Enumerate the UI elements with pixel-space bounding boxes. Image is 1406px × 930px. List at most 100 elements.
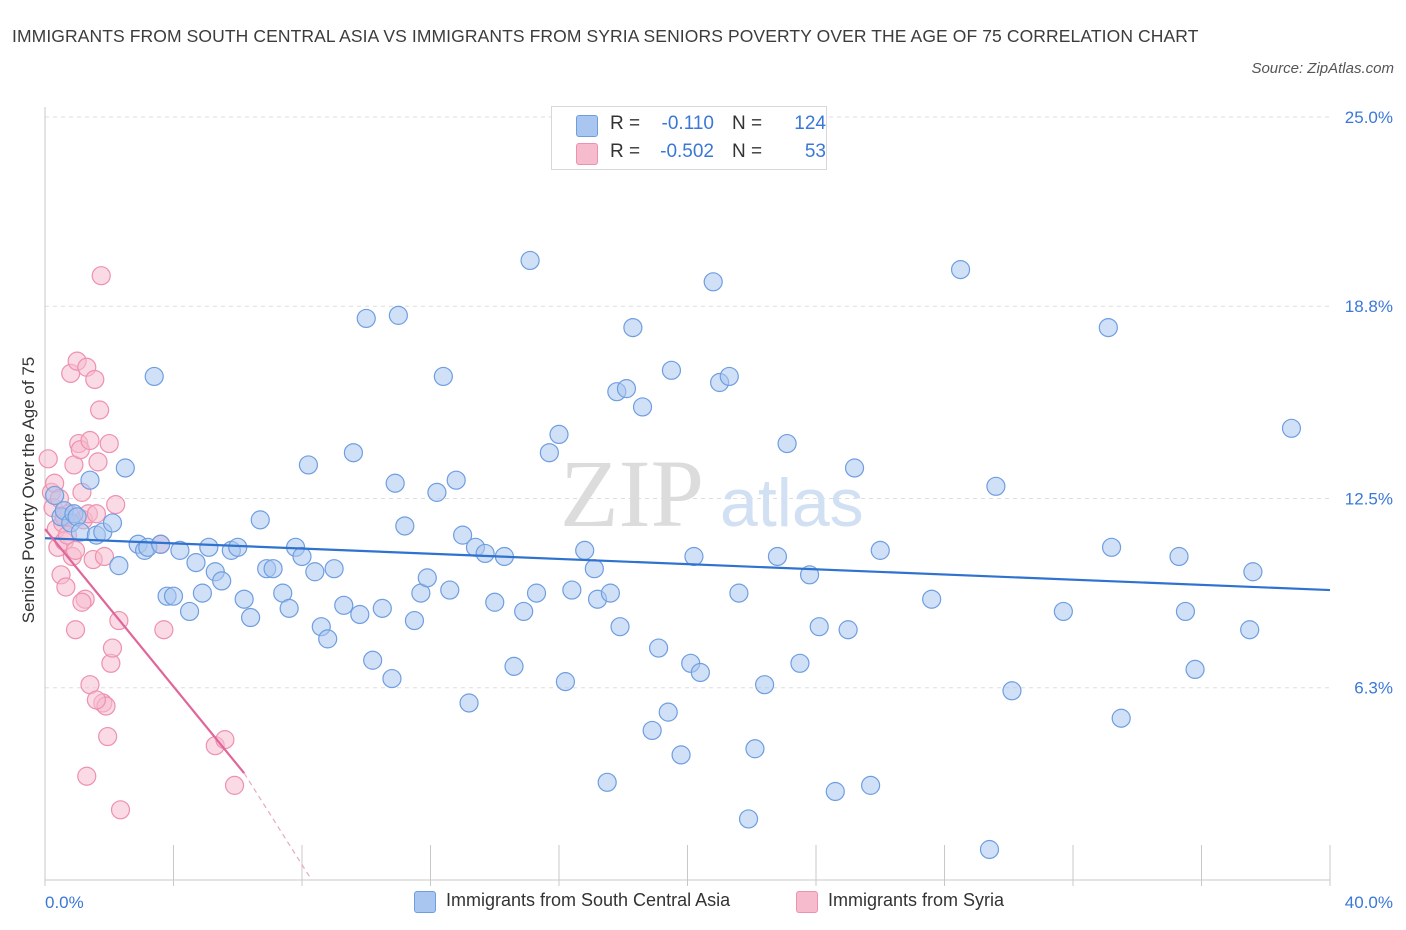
south-central-asia-point [526, 583, 547, 603]
south-central-asia-point [684, 546, 704, 567]
south-central-asia-point [703, 272, 723, 292]
south-central-asia-points [45, 250, 1302, 860]
syria-point [80, 430, 100, 451]
legend-r-label: R = [610, 113, 641, 134]
syria-point [102, 638, 123, 658]
south-central-asia-point [446, 470, 466, 490]
south-central-asia-point [986, 476, 1006, 496]
south-central-asia-point [600, 583, 621, 603]
south-central-asia-point [1281, 418, 1302, 438]
south-central-asia-point [520, 250, 540, 271]
correlation-legend: R = -0.110 N = 124 R = -0.502 N = 53 [551, 106, 827, 170]
south-central-asia-point [372, 598, 392, 618]
syria-point [224, 775, 245, 795]
watermark-zip: ZIP [560, 440, 704, 547]
south-central-asia-point [250, 510, 270, 530]
south-central-asia-point [658, 702, 678, 722]
syria-point [65, 620, 86, 640]
syria-point [77, 766, 97, 786]
trendlines [44, 528, 1331, 881]
south-central-asia-point [514, 601, 534, 622]
south-central-asia-point [767, 546, 788, 567]
trendline-south-central-asia [44, 537, 1331, 592]
south-central-asia-point [1101, 537, 1122, 557]
syria-point [99, 433, 119, 454]
south-central-asia-point [1169, 546, 1189, 567]
south-central-asia-point [671, 745, 691, 765]
south-central-asia-point [475, 543, 495, 564]
bottom-legend-swatch-pink [796, 891, 818, 913]
south-central-asia-point [263, 559, 283, 579]
y-tick-label: 18.8% [1345, 297, 1393, 316]
south-central-asia-point [1111, 708, 1131, 728]
bottom-legend-label: Immigrants from Syria [828, 890, 1005, 910]
south-central-asia-point [690, 662, 710, 683]
south-central-asia-point [623, 317, 643, 338]
south-central-asia-point [363, 650, 383, 670]
syria-point [38, 449, 58, 469]
south-central-asia-point [555, 672, 576, 692]
bottom-legend-swatch-blue [414, 891, 436, 913]
south-central-asia-point [102, 513, 123, 533]
south-central-asia-point [809, 617, 829, 637]
y-tick-label: 6.3% [1354, 679, 1393, 698]
y-tick-label: 25.0% [1345, 108, 1393, 127]
south-central-asia-point [404, 610, 425, 631]
legend-swatch-pink [576, 143, 598, 165]
syria-point [86, 690, 107, 710]
syria-point [98, 726, 118, 747]
south-central-asia-point [350, 604, 370, 625]
south-central-asia-point [632, 397, 653, 417]
south-central-asia-point [453, 525, 473, 545]
south-central-asia-point [1053, 601, 1073, 622]
syria-point [88, 452, 108, 472]
south-central-asia-point [584, 559, 604, 579]
south-central-asia-point [729, 583, 749, 603]
source-note: Source: ZipAtlas.com [1251, 60, 1394, 77]
south-central-asia-point [648, 638, 669, 658]
south-central-asia-point [549, 424, 569, 445]
watermark: ZIP atlas [560, 440, 864, 547]
south-central-asia-point [616, 379, 637, 399]
south-central-asia-point [825, 781, 845, 802]
legend-swatch-blue [576, 115, 598, 137]
syria-point [72, 592, 92, 612]
south-central-asia-point [115, 458, 135, 478]
syria-point [94, 546, 115, 567]
legend-r-value: -0.110 [661, 113, 714, 134]
south-central-asia-point [395, 516, 415, 536]
syria-point [91, 266, 111, 286]
south-central-asia-point [427, 482, 447, 502]
trendline-syria-extension [243, 772, 313, 881]
south-central-asia-point [298, 455, 319, 475]
syria-point [86, 504, 107, 524]
south-central-asia-point [838, 620, 858, 640]
south-central-asia-point [179, 601, 200, 622]
y-tick-label: 12.5% [1345, 490, 1393, 509]
south-central-asia-point [292, 546, 312, 567]
south-central-asia-point [234, 589, 254, 609]
south-central-asia-point [738, 809, 759, 829]
south-central-asia-point [922, 589, 942, 609]
legend-r-label: R = [610, 141, 641, 162]
south-central-asia-point [192, 583, 213, 603]
south-central-asia-point [228, 537, 248, 557]
syria-point [90, 400, 110, 420]
south-central-asia-point [199, 537, 219, 557]
south-central-asia-point [861, 775, 881, 795]
south-central-asia-point [870, 540, 890, 560]
south-central-asia-point [1240, 620, 1260, 640]
south-central-asia-point [382, 668, 402, 689]
bottom-legend-label: Immigrants from South Central Asia [446, 890, 731, 910]
south-central-asia-point [642, 720, 662, 741]
south-central-asia-point [777, 433, 797, 454]
trendline-syria [44, 528, 246, 774]
south-central-asia-point [790, 653, 810, 673]
south-central-asia-point [212, 571, 232, 591]
south-central-asia-point [144, 366, 164, 387]
south-central-asia-point [597, 772, 617, 792]
south-central-asia-point [1185, 659, 1205, 680]
syria-point [56, 577, 76, 597]
watermark-atlas: atlas [720, 465, 864, 541]
